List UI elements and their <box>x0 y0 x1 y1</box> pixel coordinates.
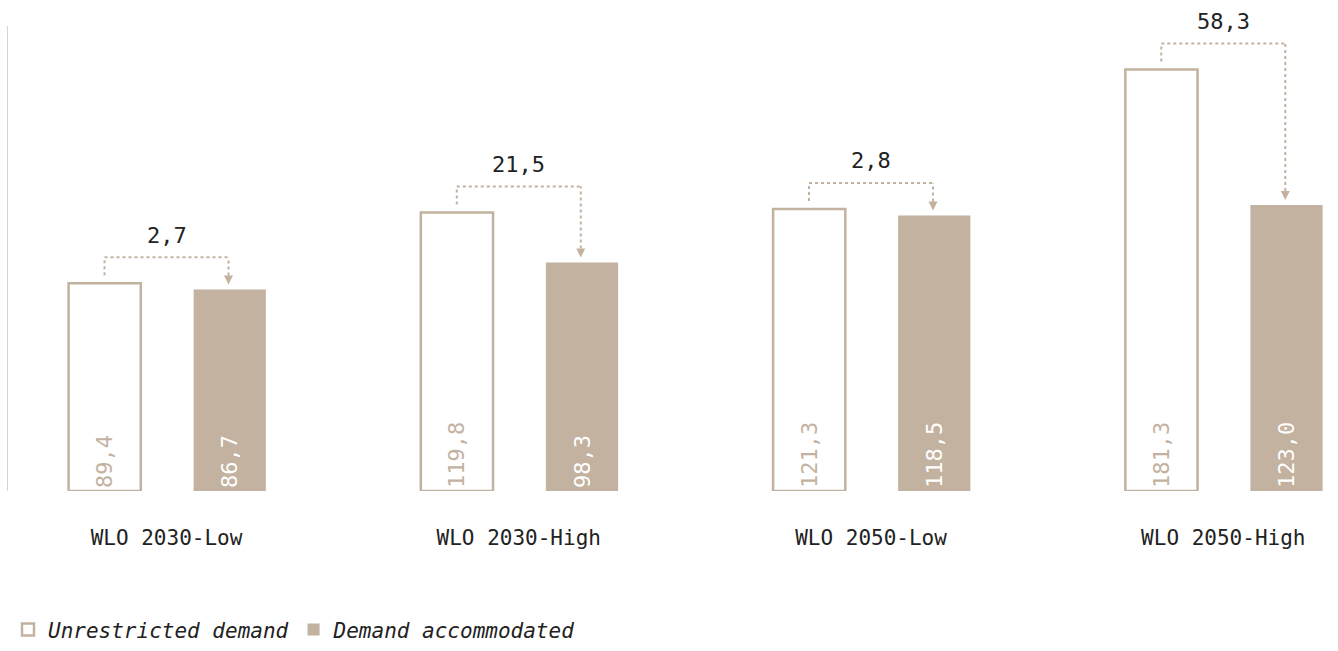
svg-text:WLO 2030-High: WLO 2030-High <box>437 526 601 550</box>
svg-text:21,5: 21,5 <box>492 152 545 177</box>
svg-text:WLO 2030-Low: WLO 2030-Low <box>91 526 243 550</box>
svg-text:86,7: 86,7 <box>217 435 242 488</box>
svg-text:121,3: 121,3 <box>797 422 822 488</box>
svg-text:2,8: 2,8 <box>851 148 891 173</box>
svg-text:Demand accommodated: Demand accommodated <box>333 619 575 643</box>
svg-text:Unrestricted demand: Unrestricted demand <box>48 619 289 643</box>
svg-text:2,7: 2,7 <box>147 223 187 248</box>
svg-text:181,3: 181,3 <box>1149 422 1174 488</box>
svg-text:98,3: 98,3 <box>570 435 595 488</box>
svg-text:58,3: 58,3 <box>1197 9 1250 34</box>
svg-text:WLO 2050-Low: WLO 2050-Low <box>795 526 947 550</box>
svg-text:118,5: 118,5 <box>922 422 947 488</box>
svg-text:89,4: 89,4 <box>92 435 117 488</box>
svg-text:119,8: 119,8 <box>444 422 469 488</box>
svg-text:123,0: 123,0 <box>1274 422 1299 488</box>
svg-text:WLO 2050-High: WLO 2050-High <box>1141 526 1305 550</box>
